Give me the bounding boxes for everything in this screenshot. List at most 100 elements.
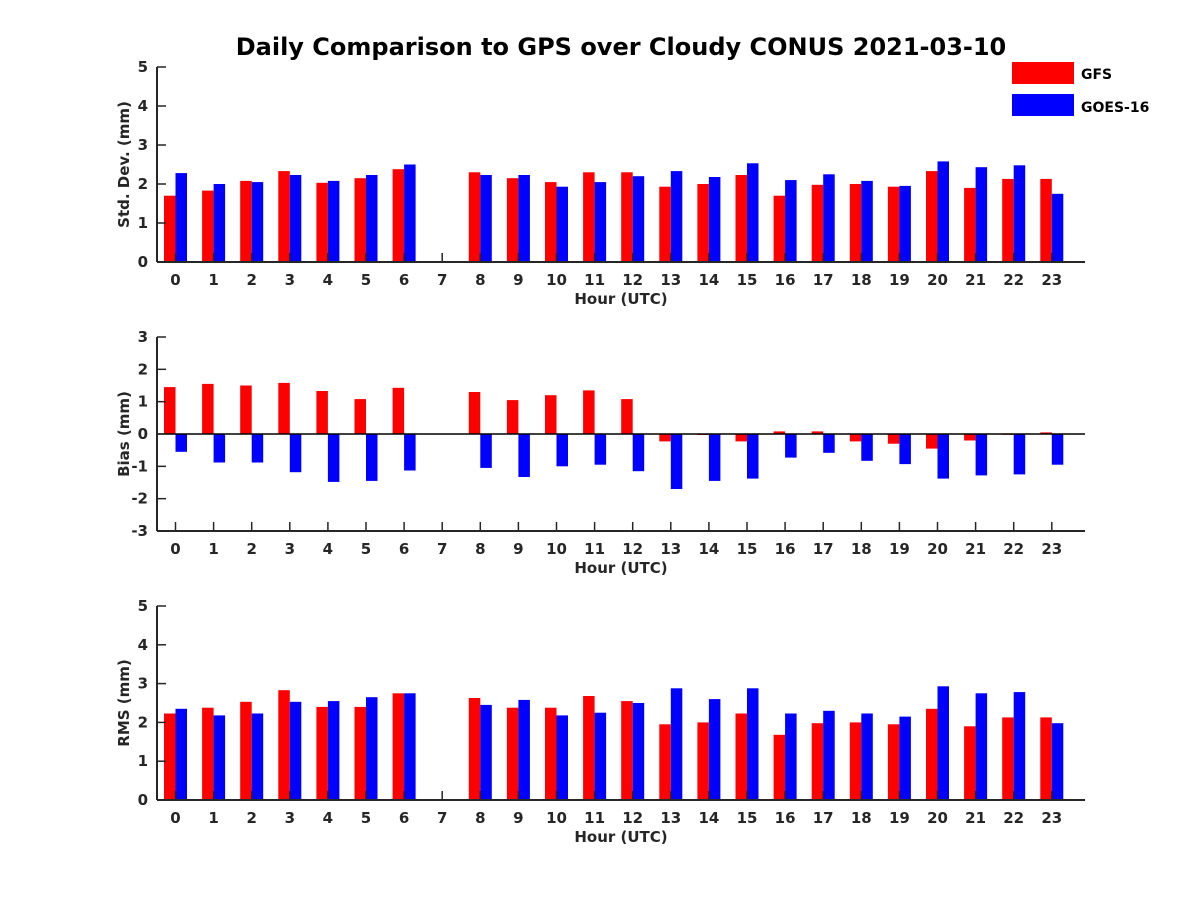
std-dev-bar-gfs-23: [1040, 178, 1052, 262]
bias-bar-goes16-2: [251, 434, 264, 463]
rms-bar-goes16-5: [366, 697, 378, 800]
std-dev-x-tick-label: 9: [513, 271, 523, 289]
bias-y-tick-label: -2: [131, 490, 148, 508]
bias-bar-gfs-20: [926, 434, 938, 449]
std-dev-bar-goes16-12: [632, 176, 645, 262]
rms-bar-goes16-10: [556, 715, 568, 800]
bias-bar-gfs-0: [164, 387, 176, 434]
std-dev-bar-gfs-15: [735, 175, 747, 262]
rms-bar-goes16-11: [594, 712, 607, 800]
std-dev-x-tick-label: 13: [660, 271, 681, 289]
bias-x-tick-label: 15: [737, 540, 758, 558]
bias-bar-goes16-15: [747, 434, 759, 479]
rms-x-tick-label: 1: [208, 809, 218, 827]
bias-y-tick-label: 0: [138, 425, 148, 443]
rms-y-tick-label: 0: [138, 791, 148, 809]
rms-x-tick-label: 0: [170, 809, 180, 827]
bias-bar-gfs-4: [316, 391, 328, 434]
bias-x-tick-label: 8: [475, 540, 485, 558]
rms-x-tick-label: 22: [1003, 809, 1024, 827]
rms-bar-gfs-22: [1002, 717, 1014, 800]
std-dev-bar-gfs-16: [773, 195, 786, 262]
bias-x-tick-label: 5: [361, 540, 371, 558]
bias-x-tick-label: 16: [775, 540, 796, 558]
bias-x-tick-label: 21: [965, 540, 986, 558]
std-dev-bar-goes16-23: [1051, 193, 1064, 263]
std-dev-bar-gfs-19: [887, 186, 900, 262]
bias-bar-gfs-8: [468, 392, 481, 434]
std-dev-bar-goes16-14: [708, 177, 721, 262]
std-dev-x-tick-label: 19: [889, 271, 910, 289]
chart-title: Daily Comparison to GPS over Cloudy CONU…: [236, 33, 1007, 61]
rms-bar-gfs-6: [392, 693, 405, 800]
rms-bar-gfs-3: [278, 690, 290, 800]
std-dev-bar-goes16-18: [861, 180, 873, 262]
rms-bar-gfs-18: [849, 722, 862, 800]
rms-bar-gfs-15: [735, 713, 747, 800]
rms-x-tick-label: 3: [285, 809, 295, 827]
rms-x-tick-label: 16: [775, 809, 796, 827]
std-dev-x-tick-label: 20: [927, 271, 948, 289]
bias-bar-goes16-0: [175, 434, 187, 452]
rms-bar-goes16-13: [670, 688, 683, 800]
std-dev-y-tick-label: 5: [138, 58, 148, 76]
rms-bar-gfs-13: [659, 724, 671, 800]
bias-bar-gfs-18: [849, 434, 862, 442]
std-dev-bar-gfs-17: [811, 184, 824, 262]
rms-y-tick-label: 3: [138, 675, 148, 693]
rms-x-tick-label: 15: [737, 809, 758, 827]
rms-x-tick-label: 18: [851, 809, 872, 827]
bias-bar-gfs-15: [735, 434, 747, 442]
bias-x-tick-label: 19: [889, 540, 910, 558]
rms-bar-goes16-15: [747, 688, 759, 800]
bias-x-tick-label: 9: [513, 540, 523, 558]
rms-bar-goes16-18: [861, 713, 873, 800]
bias-bar-goes16-16: [785, 434, 797, 458]
std-dev-y-tick-label: 3: [138, 136, 148, 154]
std-dev-x-tick-label: 2: [246, 271, 256, 289]
bias-x-tick-label: 3: [285, 540, 295, 558]
bias-bar-gfs-9: [506, 400, 519, 434]
rms-y-axis-label: RMS (mm): [115, 659, 133, 746]
std-dev-bar-goes16-22: [1013, 165, 1026, 262]
bias-y-tick-label: 1: [138, 393, 148, 411]
rms-x-tick-label: 21: [965, 809, 986, 827]
rms-bar-goes16-4: [327, 701, 340, 800]
bias-x-axis-label: Hour (UTC): [574, 559, 667, 577]
rms-bar-goes16-22: [1013, 692, 1026, 800]
bias-bar-goes16-4: [327, 434, 340, 482]
bias-x-tick-label: 2: [246, 540, 256, 558]
rms-x-tick-label: 10: [546, 809, 567, 827]
legend-label-gfs: GFS: [1081, 67, 1112, 83]
rms-x-tick-label: 4: [323, 809, 333, 827]
rms-bar-goes16-19: [899, 716, 911, 800]
std-dev-x-axis-label: Hour (UTC): [574, 290, 667, 308]
std-dev-bar-gfs-8: [468, 172, 481, 262]
std-dev-bar-gfs-13: [659, 186, 671, 262]
rms-bar-goes16-16: [785, 713, 797, 800]
bias-x-tick-label: 0: [170, 540, 180, 558]
std-dev-bar-goes16-2: [251, 182, 264, 262]
rms-bar-gfs-23: [1040, 717, 1052, 800]
std-dev-y-axis-label: Std. Dev. (mm): [115, 101, 133, 228]
rms-bar-goes16-23: [1051, 723, 1064, 800]
std-dev-bar-goes16-0: [175, 173, 187, 262]
std-dev-bar-goes16-20: [937, 161, 949, 262]
rms-x-axis-label: Hour (UTC): [574, 828, 667, 846]
std-dev-y-tick-label: 1: [138, 214, 148, 232]
bias-x-tick-label: 12: [622, 540, 643, 558]
bias-x-tick-label: 13: [660, 540, 681, 558]
rms-x-tick-label: 2: [246, 809, 256, 827]
bias-bar-gfs-5: [354, 399, 366, 434]
bias-bar-goes16-19: [899, 434, 911, 465]
legend-swatch-gfs: [1012, 62, 1074, 84]
std-dev-bar-goes16-15: [747, 163, 759, 262]
rms-bar-goes16-6: [404, 693, 416, 800]
rms-bar-gfs-0: [164, 713, 176, 800]
std-dev-x-tick-label: 16: [775, 271, 796, 289]
std-dev-bar-goes16-6: [404, 164, 416, 262]
std-dev-bar-gfs-11: [583, 172, 595, 262]
std-dev-bar-goes16-19: [899, 185, 911, 262]
